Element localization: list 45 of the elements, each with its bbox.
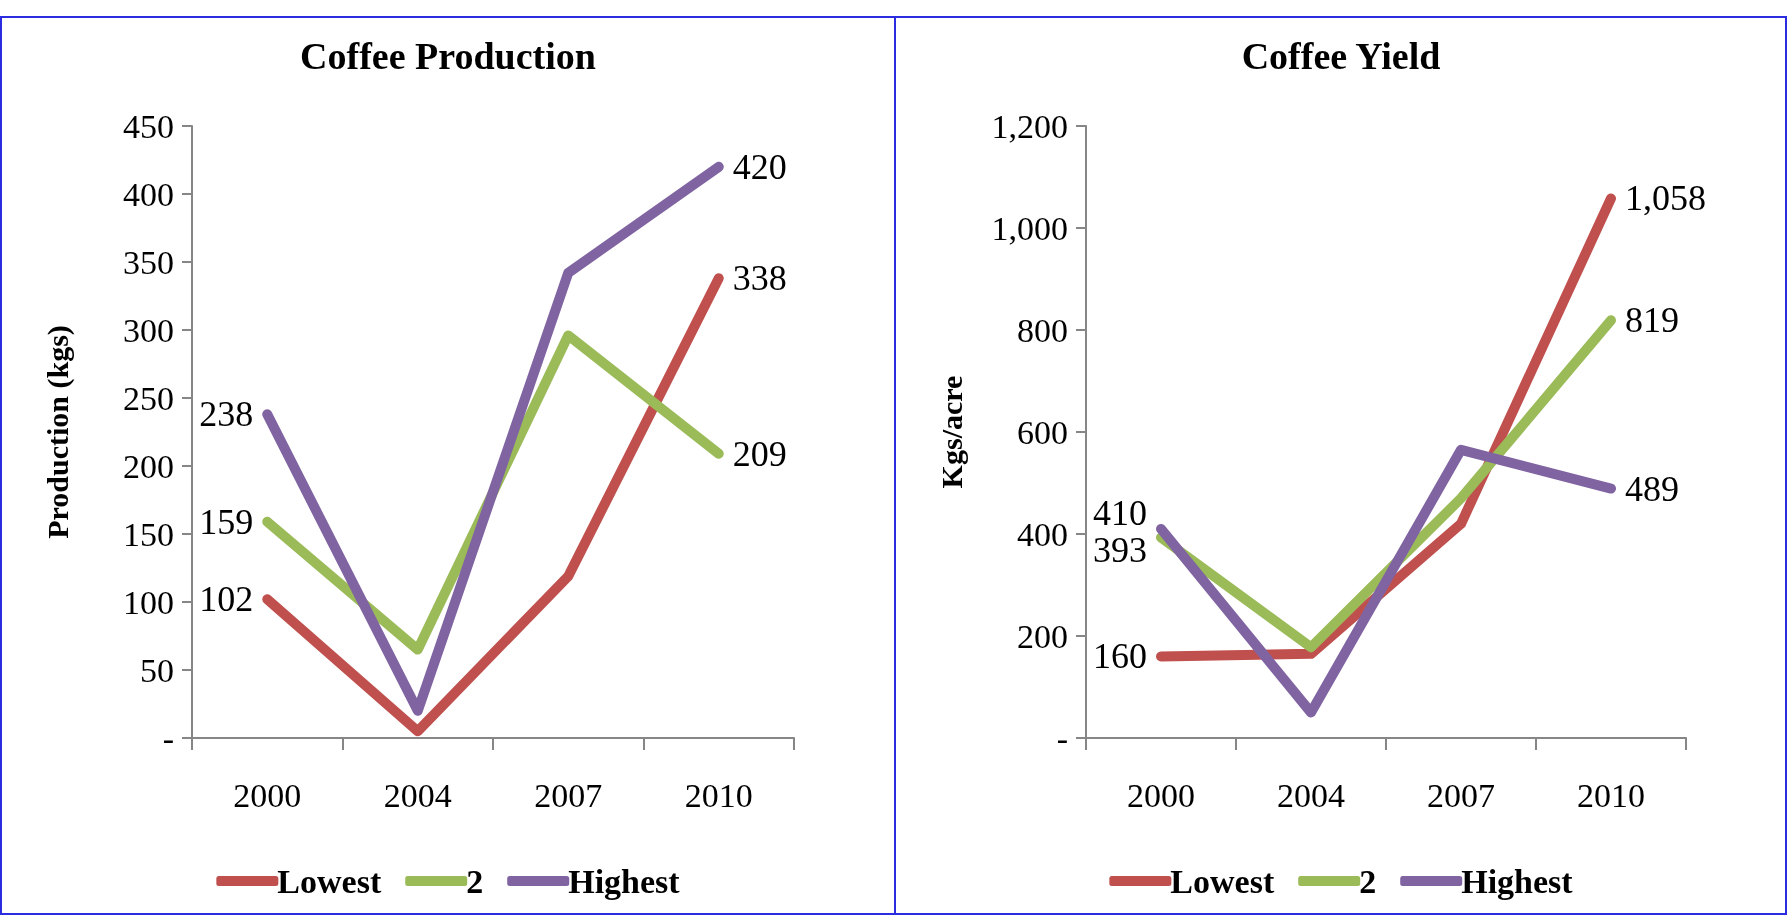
x-tick-label: 2007 [1426, 776, 1495, 814]
data-label: 102 [199, 579, 254, 620]
y-tick-label: - [162, 719, 174, 757]
y-tick-label: 350 [123, 243, 174, 281]
data-label: 819 [1624, 300, 1679, 341]
y-tick-label: 250 [123, 379, 174, 417]
data-label: 159 [199, 501, 254, 542]
data-label: 160 [1092, 636, 1147, 677]
y-tick-label: 200 [123, 447, 174, 485]
chart-title: Coffee Yield [1241, 35, 1440, 77]
x-tick-label: 2000 [1126, 776, 1195, 814]
y-tick-label: 300 [123, 311, 174, 349]
y-axis-title: Production (kgs) [40, 325, 75, 539]
data-label: 420 [732, 146, 787, 187]
y-tick-label: 50 [140, 651, 174, 689]
data-label: 238 [199, 394, 254, 435]
y-tick-label: 600 [1016, 413, 1068, 451]
x-tick-label: 2010 [1576, 776, 1645, 814]
y-tick-label: 200 [1016, 617, 1068, 655]
data-label: 338 [732, 258, 787, 299]
y-tick-label: 400 [123, 175, 174, 213]
y-axis-title: Kgs/acre [934, 375, 967, 489]
y-tick-label: - [1056, 719, 1068, 757]
legend-label: Lowest [277, 862, 382, 900]
legend-label: 2 [1358, 862, 1376, 900]
x-tick-label: 2004 [383, 776, 452, 814]
y-tick-label: 100 [123, 583, 174, 621]
legend-label: Highest [568, 862, 681, 900]
x-tick-label: 2007 [534, 776, 603, 814]
y-tick-label: 800 [1016, 311, 1068, 349]
y-tick-label: 450 [123, 107, 174, 145]
y-tick-label: 1,000 [991, 209, 1068, 247]
data-label: 489 [1624, 468, 1679, 509]
legend-label: Highest [1460, 862, 1573, 900]
y-tick-label: 150 [123, 515, 174, 553]
legend-label: 2 [466, 862, 484, 900]
x-tick-label: 2000 [233, 776, 302, 814]
data-label: 209 [732, 433, 787, 474]
x-tick-label: 2004 [1276, 776, 1345, 814]
x-tick-label: 2010 [684, 776, 753, 814]
chart-title: Coffee Production [300, 35, 596, 77]
y-tick-label: 400 [1016, 515, 1068, 553]
y-tick-label: 1,200 [991, 107, 1068, 145]
data-label: 1,058 [1624, 178, 1706, 219]
legend-label: Lowest [1169, 862, 1275, 900]
